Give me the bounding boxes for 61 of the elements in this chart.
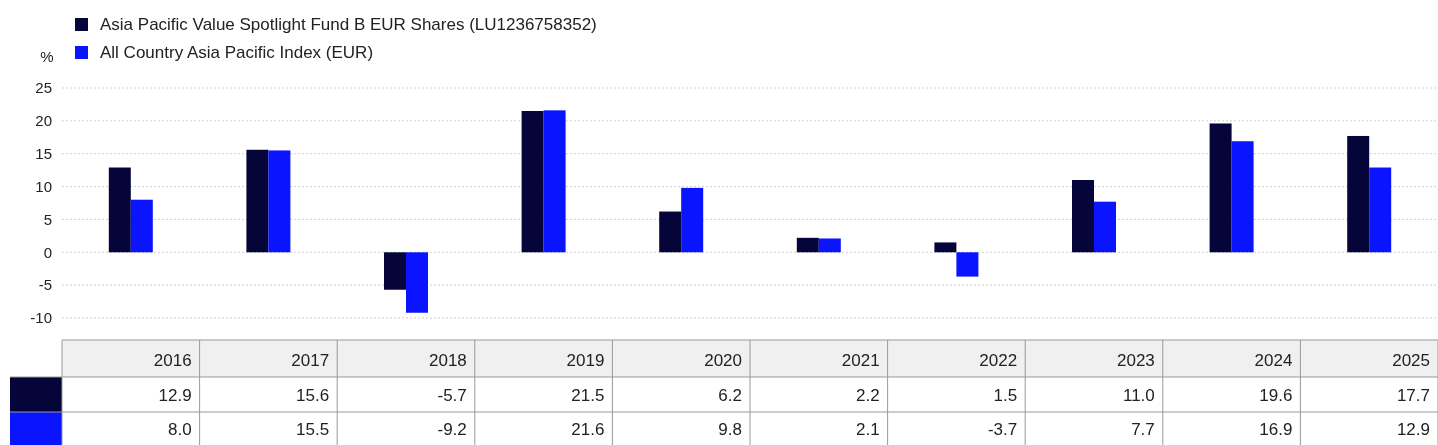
- data-label: 15.6: [296, 385, 330, 405]
- data-label: 21.5: [571, 385, 605, 405]
- legend-label: All Country Asia Pacific Index (EUR): [100, 43, 374, 62]
- data-label: 16.9: [1259, 419, 1293, 439]
- bar: [1094, 201, 1116, 253]
- bar: [1231, 141, 1254, 253]
- data-label: 12.9: [158, 385, 192, 405]
- bar: [130, 199, 153, 253]
- bar: [1209, 123, 1232, 253]
- data-label: 11.0: [1122, 385, 1155, 405]
- bar: [1369, 167, 1392, 253]
- bar: [268, 150, 291, 253]
- bar: [681, 187, 704, 253]
- x-tick-label: 2024: [1254, 351, 1293, 370]
- y-tick-label: 10: [35, 177, 52, 195]
- x-tick-label: 2021: [841, 351, 880, 370]
- data-label: 6.2: [718, 385, 742, 405]
- bar: [246, 149, 269, 253]
- bar: [108, 167, 131, 253]
- legend-label: Asia Pacific Value Spotlight Fund B EUR Shares (LU1236758352): [100, 15, 597, 34]
- data-label: -9.2: [437, 419, 467, 439]
- data-label: 2.1: [855, 419, 880, 439]
- data-label: -3.7: [987, 419, 1018, 439]
- bar: [796, 237, 819, 253]
- y-tick-label: 20: [35, 112, 52, 130]
- bar: [1072, 180, 1094, 253]
- x-tick-label: 2017: [291, 351, 330, 370]
- bar: [1347, 135, 1370, 253]
- data-label: 8.0: [167, 419, 192, 439]
- x-tick-label: 2018: [428, 351, 467, 370]
- data-label: 17.7: [1396, 385, 1430, 405]
- x-tick-label: 2023: [1116, 351, 1155, 370]
- data-label: 2.2: [855, 385, 880, 405]
- data-label: 7.7: [1131, 419, 1155, 439]
- y-tick-label: 15: [35, 145, 52, 163]
- x-tick-label: 2019: [566, 351, 605, 370]
- x-tick-label: 2016: [153, 351, 192, 370]
- x-tick-label: 2020: [704, 351, 742, 370]
- bar: [384, 252, 406, 290]
- data-label: 15.5: [296, 419, 330, 439]
- y-tick-label: 0: [43, 243, 52, 261]
- data-label: 21.6: [571, 419, 605, 439]
- data-label: 19.6: [1259, 385, 1293, 405]
- y-tick-label: 25: [35, 79, 52, 97]
- data-label: 12.9: [1396, 419, 1430, 439]
- bar: [818, 238, 841, 253]
- bar: [543, 110, 566, 253]
- y-tick-label: 5: [43, 210, 52, 228]
- x-tick-label: 2022: [979, 351, 1018, 370]
- bar: [934, 242, 957, 253]
- bar: [659, 211, 682, 253]
- bar: [406, 252, 428, 313]
- data-label: 9.8: [718, 419, 742, 439]
- data-label: -5.7: [437, 385, 467, 405]
- bar: [956, 252, 979, 277]
- y-tick-label: -10: [30, 309, 52, 327]
- y-tick-label: -5: [38, 276, 52, 294]
- bar: [521, 111, 544, 253]
- x-tick-label: 2025: [1392, 351, 1430, 370]
- y-axis-title: %: [40, 48, 54, 65]
- data-label: 1.5: [993, 385, 1018, 405]
